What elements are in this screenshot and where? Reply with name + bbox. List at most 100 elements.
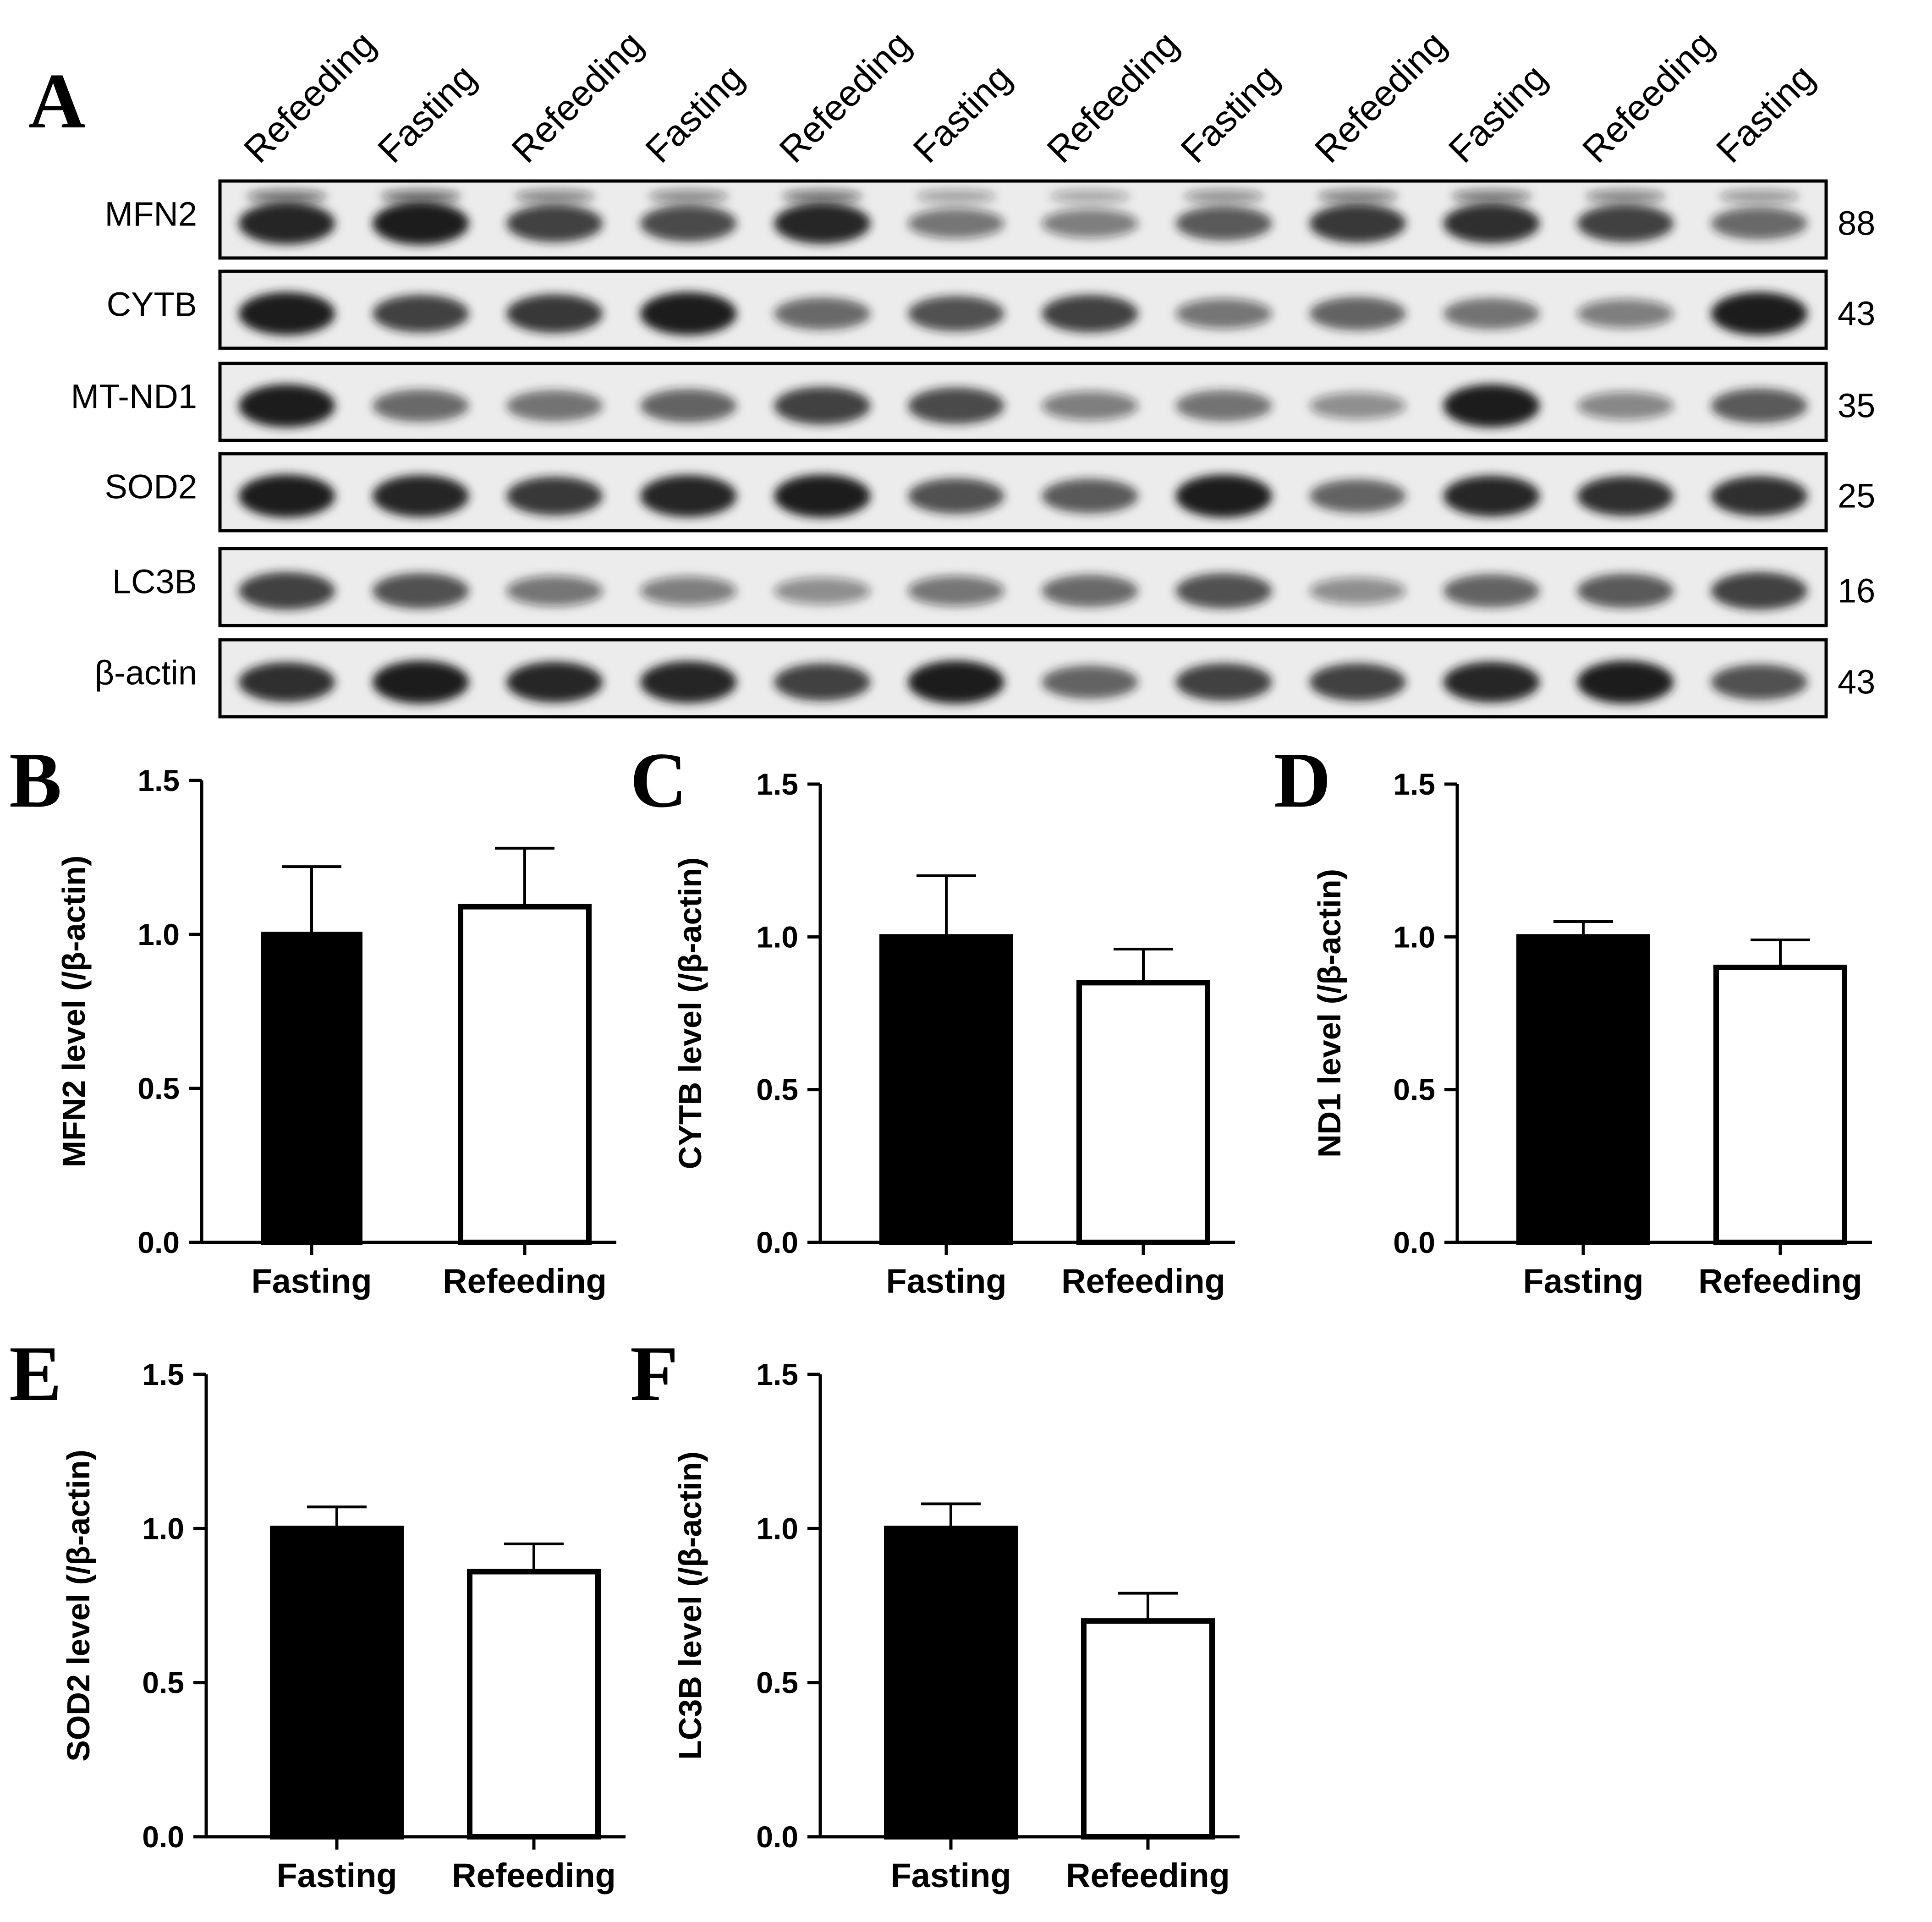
y-tick-label: 1.5 — [756, 1357, 798, 1391]
blot-band — [908, 478, 1004, 514]
blot-row: MFN2 88 — [105, 179, 1875, 260]
protein-label: MT-ND1 — [71, 377, 197, 415]
bar-charts: B 0.0 0.5 1.0 1.5 Fasting Refeeding MFN2 level … — [9, 737, 1872, 1895]
category-label: Fasting — [276, 1856, 397, 1895]
blot-strip — [218, 269, 1828, 350]
blot-band — [1175, 663, 1272, 701]
blot-band — [1711, 572, 1808, 610]
blot-band — [506, 477, 603, 516]
blot-band — [1711, 388, 1808, 423]
blot-band-upper — [247, 189, 327, 203]
blot-band-upper — [648, 189, 729, 203]
bar-chart: D 0.0 0.5 1.0 1.5 Fasting Refeeding ND1 level (… — [1274, 737, 1872, 1300]
blot-band — [774, 203, 871, 244]
blot-band — [506, 661, 603, 703]
blot-band-upper — [514, 189, 595, 203]
y-tick-label: 0.5 — [142, 1666, 184, 1700]
blot-strip — [218, 638, 1828, 719]
molecular-weight-label: 88 — [1838, 204, 1875, 242]
bar — [1081, 1618, 1215, 1840]
blot-band — [506, 204, 603, 242]
molecular-weight-label: 16 — [1838, 572, 1875, 610]
blot-band — [1309, 663, 1406, 701]
lane-label: Refeeding — [504, 23, 651, 170]
panel-label: D — [1274, 737, 1331, 824]
blot-strip — [218, 362, 1828, 442]
blot-band — [372, 295, 469, 333]
blot-band-upper — [1719, 189, 1800, 203]
lane-label: Refeeding — [771, 23, 918, 170]
blot-band — [1175, 298, 1272, 329]
protein-label: MFN2 — [105, 195, 197, 233]
category-label: Refeeding — [443, 1262, 607, 1300]
blot-band-upper — [380, 189, 461, 203]
y-axis-title: ND1 level (/β-actin) — [1312, 869, 1347, 1158]
y-tick-label: 1.5 — [756, 767, 798, 801]
blot-strip — [218, 547, 1828, 627]
category-label: Refeeding — [1698, 1262, 1862, 1300]
y-tick-label: 1.0 — [756, 920, 798, 954]
blot-band — [1175, 573, 1272, 609]
molecular-weight-label: 43 — [1838, 663, 1875, 701]
blot-band — [372, 390, 469, 422]
lane-label: Fasting — [1441, 57, 1554, 170]
blot-band — [1309, 204, 1406, 243]
blot-band-upper — [782, 189, 862, 203]
blot-band — [1309, 479, 1406, 513]
blot-band — [1042, 575, 1138, 607]
y-tick-label: 1.5 — [1393, 767, 1435, 801]
blot-band — [1577, 204, 1674, 242]
blot-band — [1577, 299, 1674, 329]
blot-band — [1577, 391, 1674, 420]
blot-band — [774, 577, 871, 604]
blot-band — [1175, 390, 1272, 422]
blot-band — [372, 202, 469, 245]
y-tick-label: 1.0 — [142, 1511, 184, 1545]
blot-band — [1309, 392, 1406, 419]
blot-band — [908, 296, 1004, 332]
blot-band — [640, 661, 737, 703]
blot-row: SOD2 25 — [104, 452, 1875, 533]
y-tick-label: 0.5 — [756, 1666, 798, 1700]
bar-chart: E 0.0 0.5 1.0 1.5 Fasting Refeeding SOD2 level … — [9, 1330, 626, 1895]
y-tick-label: 0.5 — [137, 1071, 180, 1105]
blot-band — [238, 202, 335, 245]
bar — [458, 904, 592, 1245]
bar-chart: C 0.0 0.5 1.0 1.5 Fasting Refeeding CYTB level … — [630, 737, 1235, 1300]
bar — [884, 1526, 1018, 1840]
blot-band — [1577, 660, 1674, 704]
bar — [467, 1569, 601, 1840]
blot-band — [1443, 298, 1540, 329]
y-axis-title: SOD2 level (/β-actin) — [60, 1450, 96, 1762]
blot-band-upper — [1184, 189, 1264, 203]
lane-label: Fasting — [370, 57, 483, 170]
blot-band — [640, 475, 737, 517]
lane-label: Refeeding — [1307, 23, 1454, 170]
blot-row: β-actin 43 — [94, 638, 1875, 719]
blot-band — [372, 475, 469, 517]
blot-band — [1175, 474, 1272, 518]
blot-band — [1309, 297, 1406, 330]
blot-band — [1443, 661, 1540, 703]
category-label: Fasting — [890, 1856, 1011, 1895]
blot-band — [1443, 384, 1540, 428]
blot-band — [1711, 292, 1808, 335]
blot-band — [640, 205, 737, 242]
category-label: Refeeding — [1061, 1262, 1225, 1300]
blot-band — [1042, 209, 1138, 238]
category-label: Refeeding — [452, 1856, 616, 1895]
blot-band — [908, 576, 1004, 606]
blot-band — [506, 576, 603, 606]
blot-band — [908, 208, 1004, 239]
bar — [1713, 965, 1847, 1245]
blot-band — [1577, 573, 1674, 609]
lane-label: Fasting — [1708, 57, 1822, 170]
panel-label-a: A — [28, 58, 85, 145]
y-axis-title: MFN2 level (/β-actin) — [56, 856, 92, 1168]
blot-band-upper — [916, 189, 997, 203]
lane-label: Fasting — [906, 57, 1019, 170]
y-tick-label: 0.0 — [142, 1820, 184, 1854]
blot-band — [506, 294, 603, 333]
y-tick-label: 0.0 — [756, 1820, 798, 1854]
y-axis-title: LC3B level (/β-actin) — [672, 1451, 708, 1760]
